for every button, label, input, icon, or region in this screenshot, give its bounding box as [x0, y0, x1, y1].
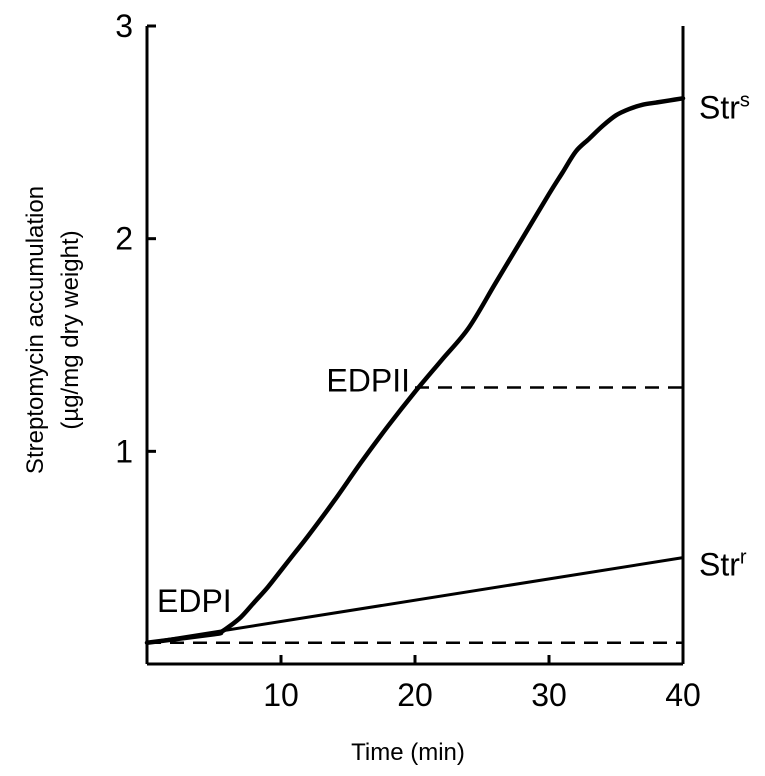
y-axis-title-line-1: Streptomycin accumulation	[22, 186, 49, 474]
lines-layer	[144, 96, 686, 645]
x-tick-label: 20	[397, 677, 433, 713]
annotation-edpi: EDPI	[157, 583, 232, 619]
annotation-edpii: EDPII	[326, 363, 410, 399]
series-label-str-r: Strr	[699, 547, 747, 583]
x-axis-title: Time (min)	[351, 739, 465, 766]
series-label-str-s-superscript: s	[740, 89, 750, 111]
plot-frame	[145, 26, 685, 666]
series-line-str-r	[145, 556, 685, 645]
series-label-str-r-name: Str	[699, 547, 740, 583]
y-tick-label: 2	[115, 221, 133, 257]
y-tick-label: 1	[115, 433, 133, 469]
x-tick-label: 10	[263, 677, 299, 713]
y-tick-label: 3	[115, 8, 133, 44]
x-tick-label: 40	[665, 677, 701, 713]
series-label-str-r-superscript: r	[740, 547, 747, 569]
y-axis-title-line-2: (µg/mg dry weight)	[57, 230, 84, 429]
series-label-str-s: Strs	[699, 89, 750, 125]
series-label-str-s-name: Str	[699, 89, 740, 125]
ticks-layer: 10 20 30 40 1 2 3	[115, 8, 701, 713]
series-line-str-s	[144, 96, 686, 645]
x-tick-label: 30	[531, 677, 567, 713]
